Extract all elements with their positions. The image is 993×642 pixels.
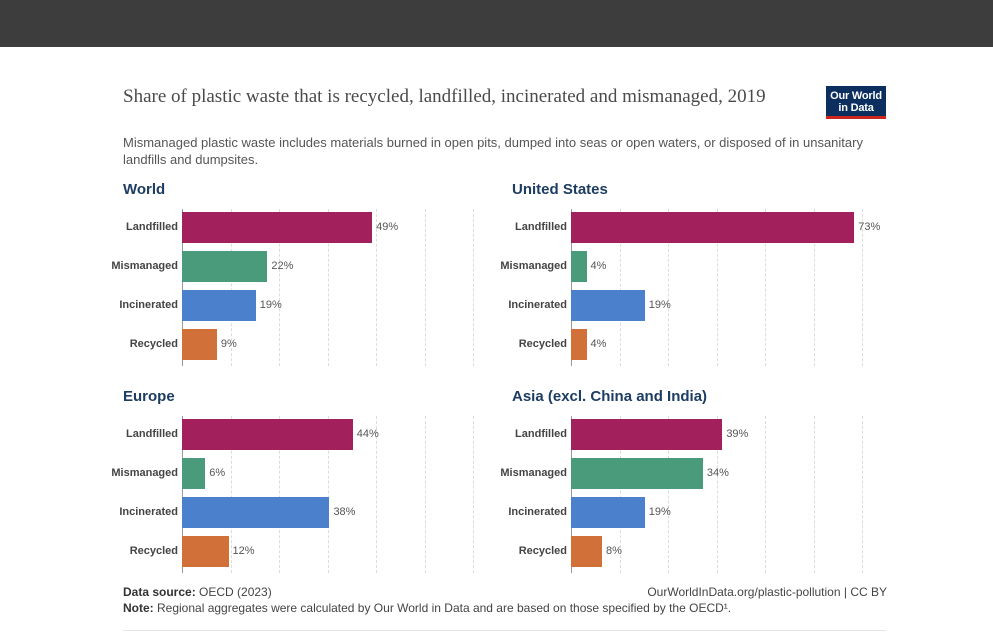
bar-incinerated[interactable] — [182, 290, 256, 321]
y-axis-line — [571, 209, 572, 366]
category-label: Mismanaged — [500, 260, 567, 272]
bar-landfilled[interactable] — [182, 212, 373, 243]
gridline — [327, 416, 329, 573]
y-axis-line — [182, 209, 183, 366]
bar-landfilled[interactable] — [571, 419, 723, 450]
gridline — [668, 416, 669, 573]
panel-europe: Europe Landfilled 44% Mismanaged 6% Incinerat… — [111, 388, 483, 578]
bar-incinerated[interactable] — [571, 497, 645, 528]
panel-title: World — [123, 181, 166, 198]
y-axis-line — [571, 416, 572, 573]
category-label: Incinerated — [119, 506, 178, 518]
value-label: 19% — [648, 299, 671, 311]
bar-mismanaged[interactable] — [571, 251, 587, 282]
gridline — [668, 209, 669, 366]
category-label: Mismanaged — [500, 467, 567, 479]
value-label: 9% — [220, 338, 237, 350]
category-label: Landfilled — [126, 428, 178, 440]
category-label: Mismanaged — [111, 260, 178, 272]
category-label: Recycled — [518, 338, 567, 350]
data-source-label: Data source: — [123, 585, 196, 599]
chart-title: Share of plastic waste that is recycled,… — [123, 86, 766, 107]
value-label: 19% — [648, 506, 671, 518]
value-label: 44% — [356, 428, 379, 440]
category-label: Incinerated — [119, 299, 178, 311]
value-label: 6% — [209, 467, 226, 479]
value-label: 19% — [259, 299, 282, 311]
bar-mismanaged[interactable] — [182, 458, 206, 489]
gridline — [716, 416, 718, 573]
value-label: 73% — [858, 221, 881, 233]
note-label: Note: — [123, 601, 154, 615]
gridline — [376, 416, 377, 573]
bar-recycled[interactable] — [571, 536, 603, 567]
gridline — [473, 416, 474, 573]
bar-mismanaged[interactable] — [182, 251, 268, 282]
chart-subtitle: Mismanaged plastic waste includes materi… — [123, 135, 863, 167]
gridline — [327, 209, 329, 366]
y-axis-line — [182, 416, 183, 573]
value-label: 12% — [232, 545, 255, 557]
bar-landfilled[interactable] — [571, 212, 855, 243]
gridline — [619, 209, 621, 366]
data-source-text[interactable]: OECD (2023) — [195, 585, 272, 599]
value-label: 49% — [376, 221, 399, 233]
owid-logo[interactable]: Our World in Data — [826, 86, 886, 119]
value-label: 4% — [590, 338, 607, 350]
category-label: Recycled — [129, 545, 178, 557]
value-label: 39% — [726, 428, 749, 440]
value-label: 8% — [606, 545, 622, 557]
logo-line-2: in Data — [838, 102, 874, 114]
gridline — [813, 416, 815, 573]
category-label: Incinerated — [508, 299, 567, 311]
gridline — [813, 209, 815, 366]
gridline — [862, 416, 863, 573]
value-label: 22% — [271, 260, 294, 272]
logo-line-1: Our World — [830, 90, 882, 102]
note-text: Regional aggregates were calculated by O… — [153, 601, 732, 615]
gridline — [765, 416, 766, 573]
gridline — [473, 209, 474, 366]
panel-title: Asia (excl. China and India) — [512, 388, 708, 405]
panel-world: World Landfilled 49% Mismanaged 22% Incinerat… — [111, 181, 483, 371]
gridline — [862, 209, 863, 366]
panel-asia-excl-china-and-india: Asia (excl. China and India) Landfilled 39… — [500, 388, 872, 578]
value-label: 34% — [706, 467, 729, 479]
value-label: 4% — [590, 260, 607, 272]
bar-recycled[interactable] — [182, 329, 217, 360]
panel-title: United States — [512, 181, 608, 198]
category-label: Incinerated — [508, 506, 567, 518]
panel-title: Europe — [123, 388, 175, 405]
category-label: Landfilled — [515, 221, 567, 233]
category-label: Landfilled — [126, 221, 178, 233]
category-label: Mismanaged — [111, 467, 178, 479]
gridline — [230, 209, 232, 366]
gridline — [424, 416, 426, 573]
bar-mismanaged[interactable] — [571, 458, 703, 489]
owid-url-license[interactable]: OurWorldInData.org/plastic-pollution | C… — [647, 585, 887, 599]
bar-landfilled[interactable] — [182, 419, 353, 450]
category-label: Landfilled — [515, 428, 567, 440]
bar-recycled[interactable] — [571, 329, 587, 360]
gridline — [765, 209, 766, 366]
gridline — [279, 416, 280, 573]
data-source: Data source: OECD (2023) — [123, 585, 272, 599]
category-label: Recycled — [518, 545, 567, 557]
gridline — [716, 209, 718, 366]
bar-incinerated[interactable] — [571, 290, 645, 321]
browser-top-bar — [0, 0, 993, 47]
chart-note: Note: Regional aggregates were calculate… — [123, 601, 731, 615]
bar-recycled[interactable] — [182, 536, 229, 567]
gridline — [424, 209, 426, 366]
category-label: Recycled — [129, 338, 178, 350]
gridline — [279, 209, 280, 366]
value-label: 38% — [333, 506, 356, 518]
panel-united-states: United States Landfilled 73% Mismanaged 4% In… — [500, 181, 880, 371]
footer-divider — [123, 630, 886, 631]
gridline — [230, 416, 232, 573]
gridline — [619, 416, 621, 573]
bar-incinerated[interactable] — [182, 497, 330, 528]
gridline — [376, 209, 377, 366]
